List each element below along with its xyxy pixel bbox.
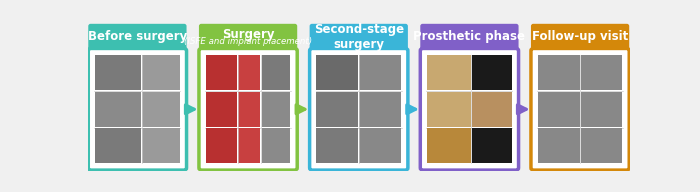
Text: Surgery: Surgery [222,28,274,41]
Bar [142,128,180,163]
FancyBboxPatch shape [88,24,186,50]
Text: Prosthetic phase: Prosthetic phase [414,30,526,43]
Bar [472,55,512,90]
Bar [427,55,470,90]
Bar [316,92,358,127]
FancyBboxPatch shape [531,24,629,50]
Bar [95,55,141,90]
Bar [262,128,290,163]
Bar [239,128,260,163]
Bar [262,55,290,90]
Bar [581,55,622,90]
Text: Before surgery: Before surgery [88,30,187,43]
Bar [206,55,237,90]
FancyBboxPatch shape [199,48,298,170]
Bar [142,55,180,90]
Bar [538,55,580,90]
Bar [142,92,180,127]
FancyBboxPatch shape [199,24,298,50]
Text: Second-stage
surgery: Second-stage surgery [314,23,404,51]
Text: (ISFE and implant placement): (ISFE and implant placement) [184,37,312,46]
Bar [427,128,470,163]
FancyBboxPatch shape [420,24,519,50]
Bar [538,128,580,163]
Bar [316,128,358,163]
Bar [206,92,237,127]
Bar [359,92,401,127]
FancyBboxPatch shape [531,48,629,170]
Bar [239,92,260,127]
FancyBboxPatch shape [309,24,408,50]
Bar [359,128,401,163]
Bar [95,92,141,127]
Bar [581,92,622,127]
Bar [472,128,512,163]
Text: Follow-up visit: Follow-up visit [532,30,628,43]
Bar [538,92,580,127]
FancyBboxPatch shape [420,48,519,170]
Bar [472,92,512,127]
Bar [427,92,470,127]
FancyBboxPatch shape [88,48,186,170]
Bar [239,55,260,90]
Bar [581,128,622,163]
Bar [262,92,290,127]
Bar [206,128,237,163]
Bar [359,55,401,90]
Bar [316,55,358,90]
Bar [95,128,141,163]
FancyBboxPatch shape [309,48,408,170]
